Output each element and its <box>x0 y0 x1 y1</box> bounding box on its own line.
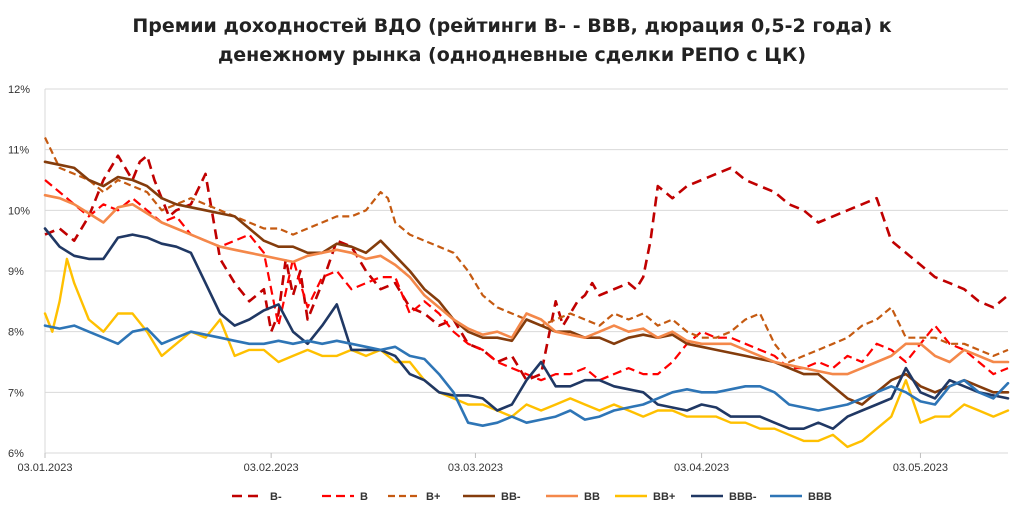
series-line <box>44 137 1009 364</box>
y-tick-label: 10% <box>8 205 30 217</box>
x-tick-label: 03.03.2023 <box>448 462 503 474</box>
legend-label: ВВВ <box>808 491 832 503</box>
legend: В- В В+ ВВ- ВВ ВВ+ ВВВ- ВВВ <box>232 491 832 503</box>
chart-title-line-2: денежному рынка (однодневные сделки РЕПО… <box>217 44 807 66</box>
series-line <box>43 160 1010 406</box>
legend-label: В- <box>270 491 282 503</box>
y-tick-label: 9% <box>8 266 24 278</box>
series-line <box>44 154 1009 382</box>
chart-title: Премии доходностей ВДО (рейтинги В- - ВВ… <box>0 12 1024 70</box>
series-line <box>43 193 1010 376</box>
x-tick-label: 03.02.2023 <box>244 462 299 474</box>
series-line <box>43 324 1010 428</box>
legend-label: ВВ <box>584 491 600 503</box>
x-tick-label: 03.05.2023 <box>893 462 948 474</box>
y-tick-label: 8% <box>8 327 24 339</box>
y-tick-label: 7% <box>8 387 24 399</box>
chart-title-line-1: Премии доходностей ВДО (рейтинги В- - ВВ… <box>132 15 892 37</box>
y-tick-label: 6% <box>8 448 24 460</box>
legend-label: ВВ- <box>501 491 521 503</box>
y-tick-label: 12% <box>8 84 30 96</box>
x-tick-label: 03.01.2023 <box>17 462 72 474</box>
legend-label: В+ <box>426 491 440 503</box>
x-tick-label: 03.04.2023 <box>674 462 729 474</box>
legend-label: ВВВ- <box>729 491 757 503</box>
legend-label: В <box>360 491 368 503</box>
grid <box>44 88 1008 454</box>
legend-label: ВВ+ <box>653 491 675 503</box>
series-line <box>43 227 1010 431</box>
x-axis: 03.01.2023 03.02.2023 03.03.2023 03.04.2023… <box>17 453 948 474</box>
y-axis: 6% 7% 8% 9% 10% 11% 12% <box>8 84 30 460</box>
series-lines <box>43 137 1010 449</box>
y-tick-label: 11% <box>8 145 29 157</box>
series-line <box>43 257 1010 449</box>
